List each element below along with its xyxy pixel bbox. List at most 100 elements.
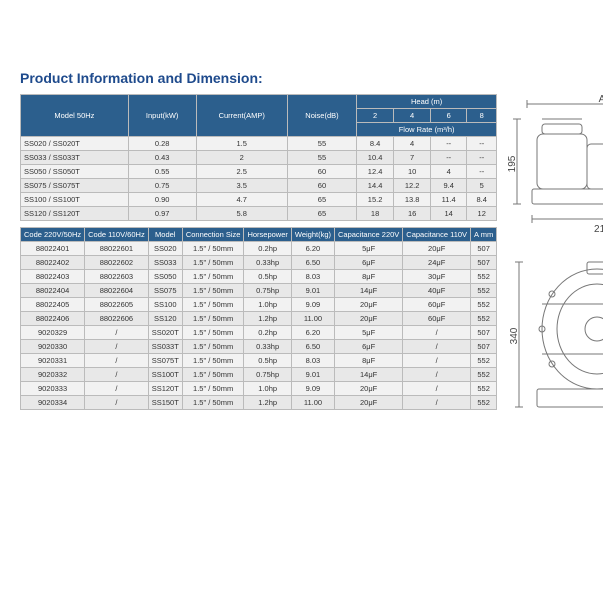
cell: SS075 / SS075T — [21, 179, 129, 193]
th-c220: Code 220V/50Hz — [21, 228, 85, 242]
table-row: 9020332/SS100T1.5" / 50mm0.75hp9.0114μF/… — [21, 368, 497, 382]
cell: / — [85, 382, 149, 396]
cell: 11.00 — [291, 396, 334, 410]
table-row: 8802240388022603SS0501.5" / 50mm0.5hp8.0… — [21, 270, 497, 284]
table-row: 9020331/SS075T1.5" / 50mm0.5hp8.038μF/55… — [21, 354, 497, 368]
table-row: 9020334/SS150T1.5" / 50mm1.2hp11.0020μF/… — [21, 396, 497, 410]
cell: 60 — [287, 165, 356, 179]
cell: 552 — [471, 382, 497, 396]
dim-A: A — [599, 94, 603, 105]
cell: 8μF — [335, 354, 403, 368]
cell: 0.5hp — [244, 270, 291, 284]
cell: 1.5" / 50mm — [182, 368, 244, 382]
cell: / — [403, 354, 471, 368]
cell: 1.5" / 50mm — [182, 242, 244, 256]
cell: 1.2hp — [244, 396, 291, 410]
cell: 60 — [287, 179, 356, 193]
cell: 0.28 — [128, 137, 196, 151]
cell: 18 — [357, 207, 394, 221]
dim-195: 195 — [507, 155, 518, 172]
cell: 1.5" / 50mm — [182, 298, 244, 312]
cell: 507 — [471, 256, 497, 270]
cell: 9020331 — [21, 354, 85, 368]
cell: 88022603 — [85, 270, 149, 284]
front-view-diagram: 340 — [507, 254, 603, 434]
table-row: SS075 / SS075T0.753.56014.412.29.45 — [21, 179, 497, 193]
cell: 88022602 — [85, 256, 149, 270]
table-row: 8802240288022602SS0331.5" / 50mm0.33hp6.… — [21, 256, 497, 270]
cell: / — [403, 396, 471, 410]
cell: 1.2hp — [244, 312, 291, 326]
cell: 65 — [287, 193, 356, 207]
spec-table: Code 220V/50Hz Code 110V/60Hz Model Conn… — [20, 227, 497, 410]
th-model: Model 50Hz — [21, 95, 129, 137]
side-view-diagram: A 195 211 — [507, 94, 603, 244]
cell: 30μF — [403, 270, 471, 284]
cell: 507 — [471, 340, 497, 354]
table-row: 8802240488022604SS0751.5" / 50mm0.75hp9.… — [21, 284, 497, 298]
cell: 20μF — [335, 382, 403, 396]
th-conn: Connection Size — [182, 228, 244, 242]
table-row: 8802240688022606SS1201.5" / 50mm1.2hp11.… — [21, 312, 497, 326]
cell: 6μF — [335, 340, 403, 354]
cell: 24μF — [403, 256, 471, 270]
cell: 14.4 — [357, 179, 394, 193]
cell: 0.2hp — [244, 242, 291, 256]
cell: 60μF — [403, 298, 471, 312]
cell: 0.33hp — [244, 340, 291, 354]
th-amm: A mm — [471, 228, 497, 242]
th-cap110: Capacitance 110V — [403, 228, 471, 242]
cell: 88022405 — [21, 298, 85, 312]
cell: -- — [467, 165, 497, 179]
cell: SS100T — [148, 368, 182, 382]
cell: 1.5" / 50mm — [182, 284, 244, 298]
cell: / — [403, 326, 471, 340]
cell: 0.75hp — [244, 284, 291, 298]
cell: 4 — [431, 165, 467, 179]
cell: 552 — [471, 312, 497, 326]
cell: 8.4 — [357, 137, 394, 151]
cell: 0.97 — [128, 207, 196, 221]
cell: SS050 / SS050T — [21, 165, 129, 179]
cell: 88022403 — [21, 270, 85, 284]
cell: 88022404 — [21, 284, 85, 298]
cell: 0.55 — [128, 165, 196, 179]
dim-340: 340 — [509, 327, 520, 344]
cell: 16 — [394, 207, 431, 221]
th-model2: Model — [148, 228, 182, 242]
cell: SS100 / SS100T — [21, 193, 129, 207]
cell: 20μF — [403, 242, 471, 256]
cell: 12 — [467, 207, 497, 221]
cell: SS120 / SS120T — [21, 207, 129, 221]
cell: SS020 / SS020T — [21, 137, 129, 151]
cell: 9020333 — [21, 382, 85, 396]
th-input: Input(kW) — [128, 95, 196, 137]
cell: 6.50 — [291, 340, 334, 354]
cell: 6.20 — [291, 242, 334, 256]
cell: 0.75hp — [244, 368, 291, 382]
cell: SS020 — [148, 242, 182, 256]
cell: 6μF — [335, 256, 403, 270]
cell: -- — [467, 151, 497, 165]
cell: 88022406 — [21, 312, 85, 326]
cell: 507 — [471, 326, 497, 340]
cell: 6.20 — [291, 326, 334, 340]
table-row: SS050 / SS050T0.552.56012.4104-- — [21, 165, 497, 179]
cell: 5 — [467, 179, 497, 193]
cell: SS075 — [148, 284, 182, 298]
cell: 1.5" / 50mm — [182, 396, 244, 410]
cell: 9.09 — [291, 298, 334, 312]
cell: / — [85, 326, 149, 340]
cell: 552 — [471, 368, 497, 382]
cell: 8μF — [335, 270, 403, 284]
th-wt: Weight(kg) — [291, 228, 334, 242]
cell: 40μF — [403, 284, 471, 298]
cell: 65 — [287, 207, 356, 221]
table-row: SS033 / SS033T0.4325510.47---- — [21, 151, 497, 165]
cell: SS120 — [148, 312, 182, 326]
th-hp: Horsepower — [244, 228, 291, 242]
cell: / — [403, 368, 471, 382]
table-row: 8802240588022605SS1001.5" / 50mm1.0hp9.0… — [21, 298, 497, 312]
cell: 11.00 — [291, 312, 334, 326]
cell: 1.5" / 50mm — [182, 354, 244, 368]
